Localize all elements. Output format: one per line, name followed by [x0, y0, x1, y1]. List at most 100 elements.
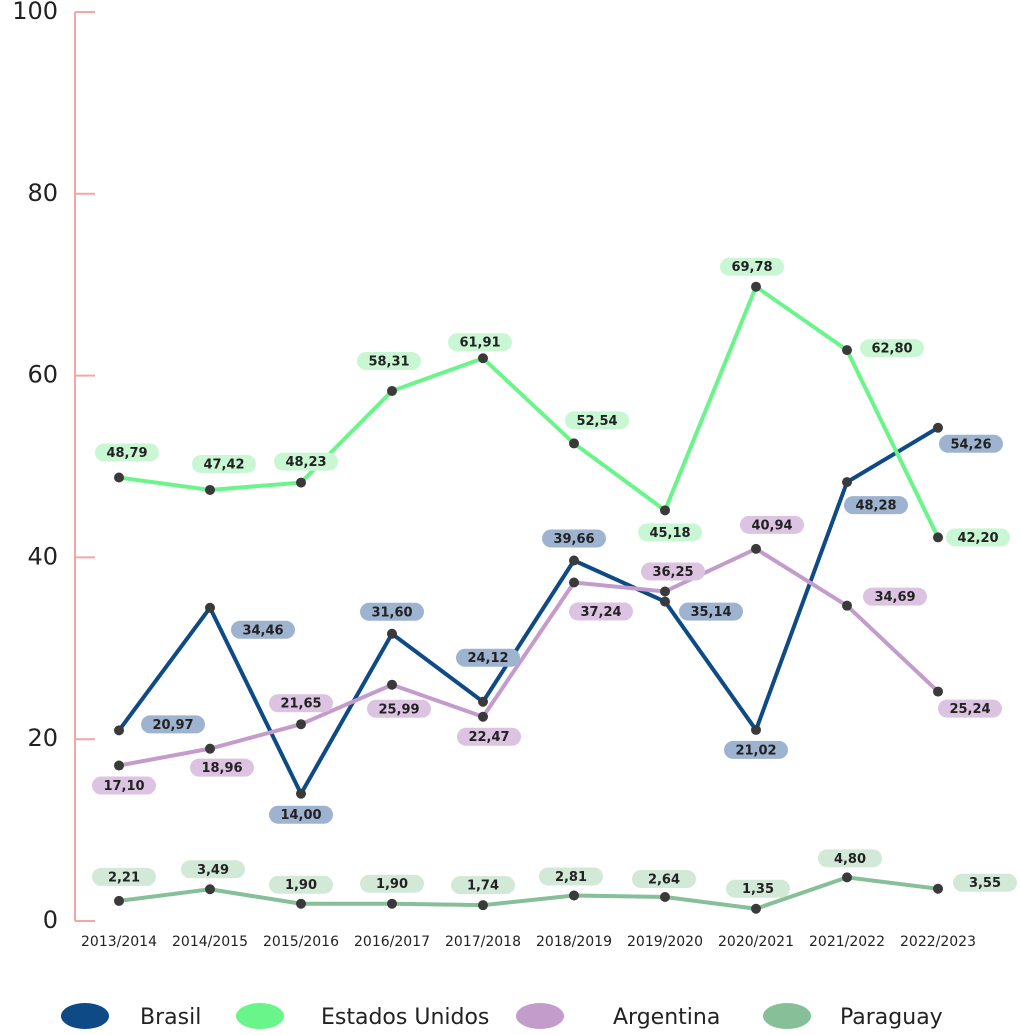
value-label: 62,80 [871, 342, 912, 357]
x-tick-label: 2015/2016 [263, 934, 339, 950]
value-label-bg [641, 562, 705, 581]
value-label-bg [451, 876, 515, 895]
x-tick-label: 2016/2017 [354, 934, 430, 950]
data-point [842, 477, 852, 488]
value-label-bg [863, 587, 927, 606]
data-point [842, 345, 852, 356]
x-tick-label: 2017/2018 [445, 934, 521, 950]
value-label-bg [860, 339, 924, 358]
value-label: 48,79 [106, 446, 147, 461]
value-label-bg [542, 529, 606, 548]
value-label: 3,55 [969, 876, 1001, 891]
value-label-bg [456, 648, 520, 667]
value-label-bg [360, 602, 424, 621]
data-point [296, 898, 306, 909]
value-label: 34,46 [242, 623, 283, 638]
legend-label: Brasil [140, 1005, 201, 1030]
legend-swatch [516, 1003, 564, 1029]
value-label: 25,24 [949, 702, 990, 717]
data-point [296, 719, 306, 730]
value-label-bg [939, 434, 1003, 453]
data-point [751, 724, 761, 735]
value-label: 39,66 [553, 532, 594, 547]
x-tick-label: 2018/2019 [536, 934, 612, 950]
value-label: 1,90 [376, 877, 408, 892]
value-label-bg [457, 727, 521, 746]
legend-label: Paraguay [840, 1005, 943, 1030]
value-label-bg [818, 849, 882, 868]
value-label: 52,54 [576, 414, 617, 429]
y-tick-label: 40 [27, 542, 58, 570]
data-point [660, 586, 670, 597]
value-label-bg [539, 867, 603, 886]
value-label: 3,49 [197, 863, 229, 878]
value-label: 37,24 [580, 605, 621, 620]
y-tick-label: 80 [27, 179, 58, 207]
data-point [933, 532, 943, 543]
series-line [118, 284, 940, 539]
value-label: 42,20 [957, 531, 998, 546]
value-label-bg [569, 602, 633, 621]
series-line [118, 546, 940, 768]
data-point [114, 725, 124, 736]
y-tick-label: 20 [27, 724, 58, 752]
value-label: 1,90 [285, 878, 317, 893]
value-label: 47,42 [203, 457, 244, 472]
value-label: 21,02 [735, 743, 776, 758]
data-point [842, 872, 852, 883]
value-label-bg [269, 694, 333, 713]
data-point [114, 895, 124, 906]
data-point [478, 696, 488, 707]
data-point [478, 353, 488, 364]
value-label-bg [632, 870, 696, 889]
value-label: 22,47 [468, 730, 509, 745]
data-point [842, 600, 852, 611]
data-point [660, 596, 670, 607]
value-label: 48,28 [855, 499, 896, 514]
data-point [478, 711, 488, 722]
value-label: 45,18 [649, 526, 690, 541]
data-point [660, 505, 670, 516]
data-point [933, 686, 943, 697]
value-label-bg [190, 758, 254, 777]
value-label: 40,94 [751, 518, 792, 533]
data-point [296, 477, 306, 488]
value-label: 58,31 [368, 354, 409, 369]
value-label-bg [231, 620, 295, 639]
data-point [751, 543, 761, 554]
value-label: 24,12 [467, 651, 508, 666]
value-label: 2,81 [555, 870, 587, 885]
series-line [118, 875, 939, 911]
data-point [569, 577, 579, 588]
value-label-bg [192, 454, 256, 473]
series-line [117, 426, 940, 796]
value-label: 1,74 [467, 879, 499, 894]
value-label: 69,78 [731, 260, 772, 275]
value-label-bg [638, 523, 702, 542]
data-point [205, 743, 215, 754]
value-label-bg [274, 452, 338, 471]
value-label-bg [141, 715, 205, 734]
legend-label: Estados Unidos [321, 1005, 489, 1030]
legend-swatch [236, 1003, 284, 1029]
x-tick-label: 2013/2014 [81, 934, 157, 950]
value-label-bg [565, 411, 629, 430]
value-label-bg [844, 496, 908, 515]
data-point [751, 281, 761, 292]
x-tick-label: 2019/2020 [627, 934, 703, 950]
data-point [296, 788, 306, 799]
value-label: 2,21 [108, 870, 140, 885]
value-label: 34,69 [874, 590, 915, 605]
value-label: 17,10 [103, 779, 144, 794]
data-point [751, 903, 761, 914]
value-label-bg [740, 515, 804, 534]
value-label-bg [357, 351, 421, 370]
value-label-bg [92, 867, 156, 886]
value-label-bg [679, 602, 743, 621]
value-label: 36,25 [652, 565, 693, 580]
x-tick-label: 2022/2023 [900, 934, 976, 950]
data-point [387, 628, 397, 639]
data-point [478, 900, 488, 911]
value-label-bg [720, 257, 784, 276]
